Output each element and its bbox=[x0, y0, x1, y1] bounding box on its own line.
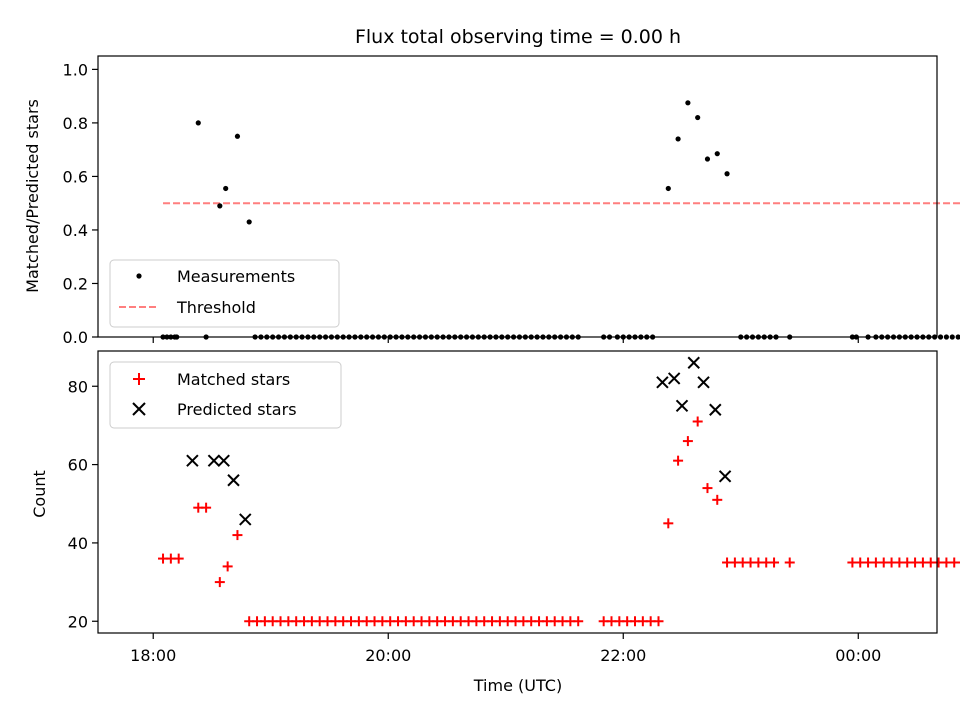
predicted-star-point bbox=[239, 513, 252, 526]
measurement-point bbox=[685, 100, 691, 106]
bottom-legend-box bbox=[109, 361, 342, 429]
predicted-star-stroke-b bbox=[697, 376, 710, 389]
legend-predicted-label: Predicted stars bbox=[177, 400, 297, 419]
matched-star-point bbox=[173, 553, 184, 564]
measurement-point bbox=[704, 156, 711, 162]
matched-star-point bbox=[784, 557, 795, 568]
predicted-star-point bbox=[186, 454, 199, 467]
measurement-point bbox=[195, 120, 201, 126]
measurement-point bbox=[223, 185, 229, 192]
top-legend: Measurements Threshold bbox=[109, 259, 340, 328]
measurement-point bbox=[724, 171, 730, 177]
top-y-tick-label: 0.2 bbox=[63, 274, 88, 293]
top-legend-box bbox=[109, 259, 340, 328]
matched-star-point bbox=[957, 561, 960, 564]
predicted-star-stroke-b bbox=[239, 513, 252, 526]
measurement-point bbox=[695, 114, 701, 121]
top-axes: 0.0 0.2 0.4 0.6 0.8 1.0 Matched/Predicted sta… bbox=[23, 55, 960, 347]
predicted-star-point bbox=[718, 470, 732, 483]
bottom-x-tick-label: 00:00 bbox=[835, 646, 881, 665]
measurement-point bbox=[665, 185, 671, 192]
matched-star-point bbox=[573, 616, 584, 627]
predicted-star-point bbox=[667, 372, 681, 385]
predicted-star-stroke-b bbox=[709, 403, 722, 416]
predicted-star-point bbox=[675, 399, 689, 413]
predicted-star-stroke-b bbox=[186, 454, 199, 467]
top-y-tick-label: 0.6 bbox=[63, 167, 88, 186]
legend-predicted-marker bbox=[132, 402, 146, 416]
bottom-y-tick-label: 40 bbox=[68, 534, 88, 553]
matched-stars-layer bbox=[158, 416, 960, 627]
predicted-star-point bbox=[207, 454, 221, 467]
measurement-point bbox=[217, 203, 223, 209]
bottom-x-tick-label: 20:00 bbox=[365, 646, 411, 665]
legend-measurements-label: Measurements bbox=[177, 267, 295, 286]
predicted-star-point bbox=[227, 474, 240, 487]
bottom-axes-frame bbox=[97, 350, 938, 634]
matched-star-point bbox=[682, 436, 693, 447]
top-y-ticks: 0.0 0.2 0.4 0.6 0.8 1.0 bbox=[63, 60, 98, 347]
matched-star-point bbox=[653, 616, 664, 627]
top-y-axis-label: Matched/Predicted stars bbox=[23, 99, 42, 293]
predicted-star-stroke-b bbox=[667, 372, 681, 385]
measurement-point bbox=[937, 334, 944, 340]
bottom-x-tick-label: 18:00 bbox=[130, 646, 176, 665]
bottom-y-ticks: 20 40 60 80 bbox=[68, 377, 98, 631]
bottom-y-tick-label: 60 bbox=[68, 456, 88, 475]
matched-star-point bbox=[702, 483, 713, 494]
top-y-tick-label: 0.4 bbox=[63, 221, 88, 240]
measurement-point bbox=[943, 334, 950, 340]
predicted-star-point bbox=[709, 403, 722, 416]
legend-matched-marker bbox=[133, 373, 145, 385]
top-y-tick-label: 1.0 bbox=[63, 60, 88, 79]
figure-title: Flux total observing time = 0.00 h bbox=[355, 26, 681, 48]
measurement-point bbox=[246, 219, 252, 225]
matched-star-point bbox=[232, 530, 243, 541]
bottom-y-tick-label: 80 bbox=[68, 377, 88, 396]
predicted-stars-layer bbox=[186, 356, 732, 526]
predicted-star-stroke-b bbox=[217, 454, 230, 467]
measurement-point bbox=[949, 334, 955, 340]
predicted-star-point bbox=[656, 376, 669, 389]
predicted-star-stroke-b bbox=[687, 356, 700, 369]
predicted-star-stroke-b bbox=[656, 376, 669, 389]
measurement-point bbox=[675, 136, 681, 142]
matched-star-point bbox=[201, 502, 212, 513]
top-x-ticks bbox=[152, 337, 859, 343]
predicted-star-point bbox=[687, 356, 700, 369]
top-y-tick-label: 0.0 bbox=[63, 328, 88, 347]
measurement-point bbox=[234, 133, 241, 139]
predicted-star-point bbox=[217, 454, 230, 467]
legend-threshold-label: Threshold bbox=[176, 298, 256, 317]
measurement-point bbox=[955, 334, 960, 340]
predicted-star-stroke-b bbox=[227, 474, 240, 487]
bottom-y-axis-label: Count bbox=[30, 470, 49, 518]
matched-star-point bbox=[663, 518, 674, 529]
bottom-x-axis-label: Time (UTC) bbox=[473, 676, 562, 695]
predicted-star-stroke-b bbox=[675, 399, 689, 413]
matched-star-point bbox=[769, 557, 780, 568]
legend-measurements-marker bbox=[136, 273, 142, 279]
top-axes-frame bbox=[97, 55, 938, 338]
measurement-point bbox=[714, 151, 720, 157]
bottom-legend: Matched stars Predicted stars bbox=[109, 361, 342, 429]
matched-star-point bbox=[692, 416, 703, 427]
bottom-y-tick-label: 20 bbox=[68, 612, 88, 631]
matched-star-point bbox=[712, 494, 723, 505]
legend-matched-label: Matched stars bbox=[177, 370, 290, 389]
matched-star-point bbox=[222, 561, 233, 572]
matched-star-point bbox=[214, 577, 225, 588]
predicted-star-stroke-b bbox=[718, 470, 732, 483]
predicted-star-point bbox=[697, 376, 710, 389]
top-y-tick-label: 0.8 bbox=[63, 114, 88, 133]
predicted-star-stroke-b bbox=[207, 454, 221, 467]
matched-star-point bbox=[673, 455, 684, 466]
bottom-x-tick-label: 22:00 bbox=[600, 646, 646, 665]
